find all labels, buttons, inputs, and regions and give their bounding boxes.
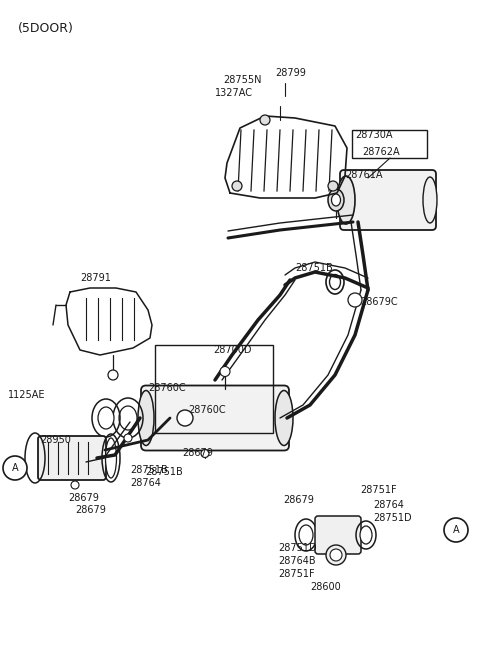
Ellipse shape <box>98 407 114 429</box>
Bar <box>155 345 273 433</box>
Ellipse shape <box>328 189 344 211</box>
Text: 28762A: 28762A <box>362 147 400 157</box>
Text: 28600: 28600 <box>310 582 341 592</box>
Circle shape <box>124 434 132 442</box>
Text: 28679: 28679 <box>75 505 106 515</box>
Text: 28751F: 28751F <box>278 569 314 579</box>
Ellipse shape <box>299 525 313 545</box>
Text: 28764: 28764 <box>130 478 161 488</box>
Ellipse shape <box>275 391 293 446</box>
Text: 28950: 28950 <box>40 435 71 445</box>
Bar <box>352 130 427 158</box>
Circle shape <box>348 293 362 307</box>
Text: A: A <box>12 463 18 473</box>
Circle shape <box>201 449 209 457</box>
Text: 28751D: 28751D <box>373 513 412 523</box>
Circle shape <box>220 366 230 376</box>
Text: 28764: 28764 <box>373 500 404 510</box>
Ellipse shape <box>360 526 372 544</box>
Circle shape <box>330 549 342 561</box>
Circle shape <box>326 545 346 565</box>
Text: 28679C: 28679C <box>360 297 397 307</box>
Ellipse shape <box>138 391 154 446</box>
FancyBboxPatch shape <box>315 516 361 554</box>
Ellipse shape <box>119 406 137 430</box>
FancyBboxPatch shape <box>141 385 289 451</box>
Text: 28761A: 28761A <box>345 170 383 180</box>
Text: 28755N: 28755N <box>223 75 262 85</box>
Text: 1327AC: 1327AC <box>215 88 253 98</box>
FancyBboxPatch shape <box>340 170 436 230</box>
Text: 28679: 28679 <box>68 493 99 503</box>
Ellipse shape <box>332 194 340 206</box>
Ellipse shape <box>337 176 355 224</box>
Text: 28791: 28791 <box>80 273 111 283</box>
Text: 28679: 28679 <box>283 495 314 505</box>
Text: 28679: 28679 <box>182 448 213 458</box>
Circle shape <box>444 518 468 542</box>
Text: 28700D: 28700D <box>213 345 252 355</box>
Text: 28751B: 28751B <box>130 465 168 475</box>
Text: 28751D: 28751D <box>278 543 317 553</box>
Text: 28760C: 28760C <box>148 383 186 393</box>
Text: 28760C: 28760C <box>188 405 226 415</box>
Ellipse shape <box>423 177 437 223</box>
Circle shape <box>108 370 118 380</box>
FancyBboxPatch shape <box>38 436 106 480</box>
Circle shape <box>260 115 270 125</box>
Ellipse shape <box>329 275 340 290</box>
Circle shape <box>71 481 79 489</box>
Circle shape <box>232 181 242 191</box>
Ellipse shape <box>106 438 117 478</box>
Circle shape <box>3 456 27 480</box>
Circle shape <box>177 410 193 426</box>
Text: A: A <box>453 525 459 535</box>
Text: 28751B: 28751B <box>145 467 183 477</box>
Text: 28730A: 28730A <box>355 130 393 140</box>
Text: (5DOOR): (5DOOR) <box>18 22 74 35</box>
Text: 1125AE: 1125AE <box>8 390 46 400</box>
Circle shape <box>328 181 338 191</box>
Text: 28799: 28799 <box>275 68 306 78</box>
Text: 28751B: 28751B <box>295 263 333 273</box>
Text: 28764B: 28764B <box>278 556 316 566</box>
Text: 28751F: 28751F <box>360 485 396 495</box>
